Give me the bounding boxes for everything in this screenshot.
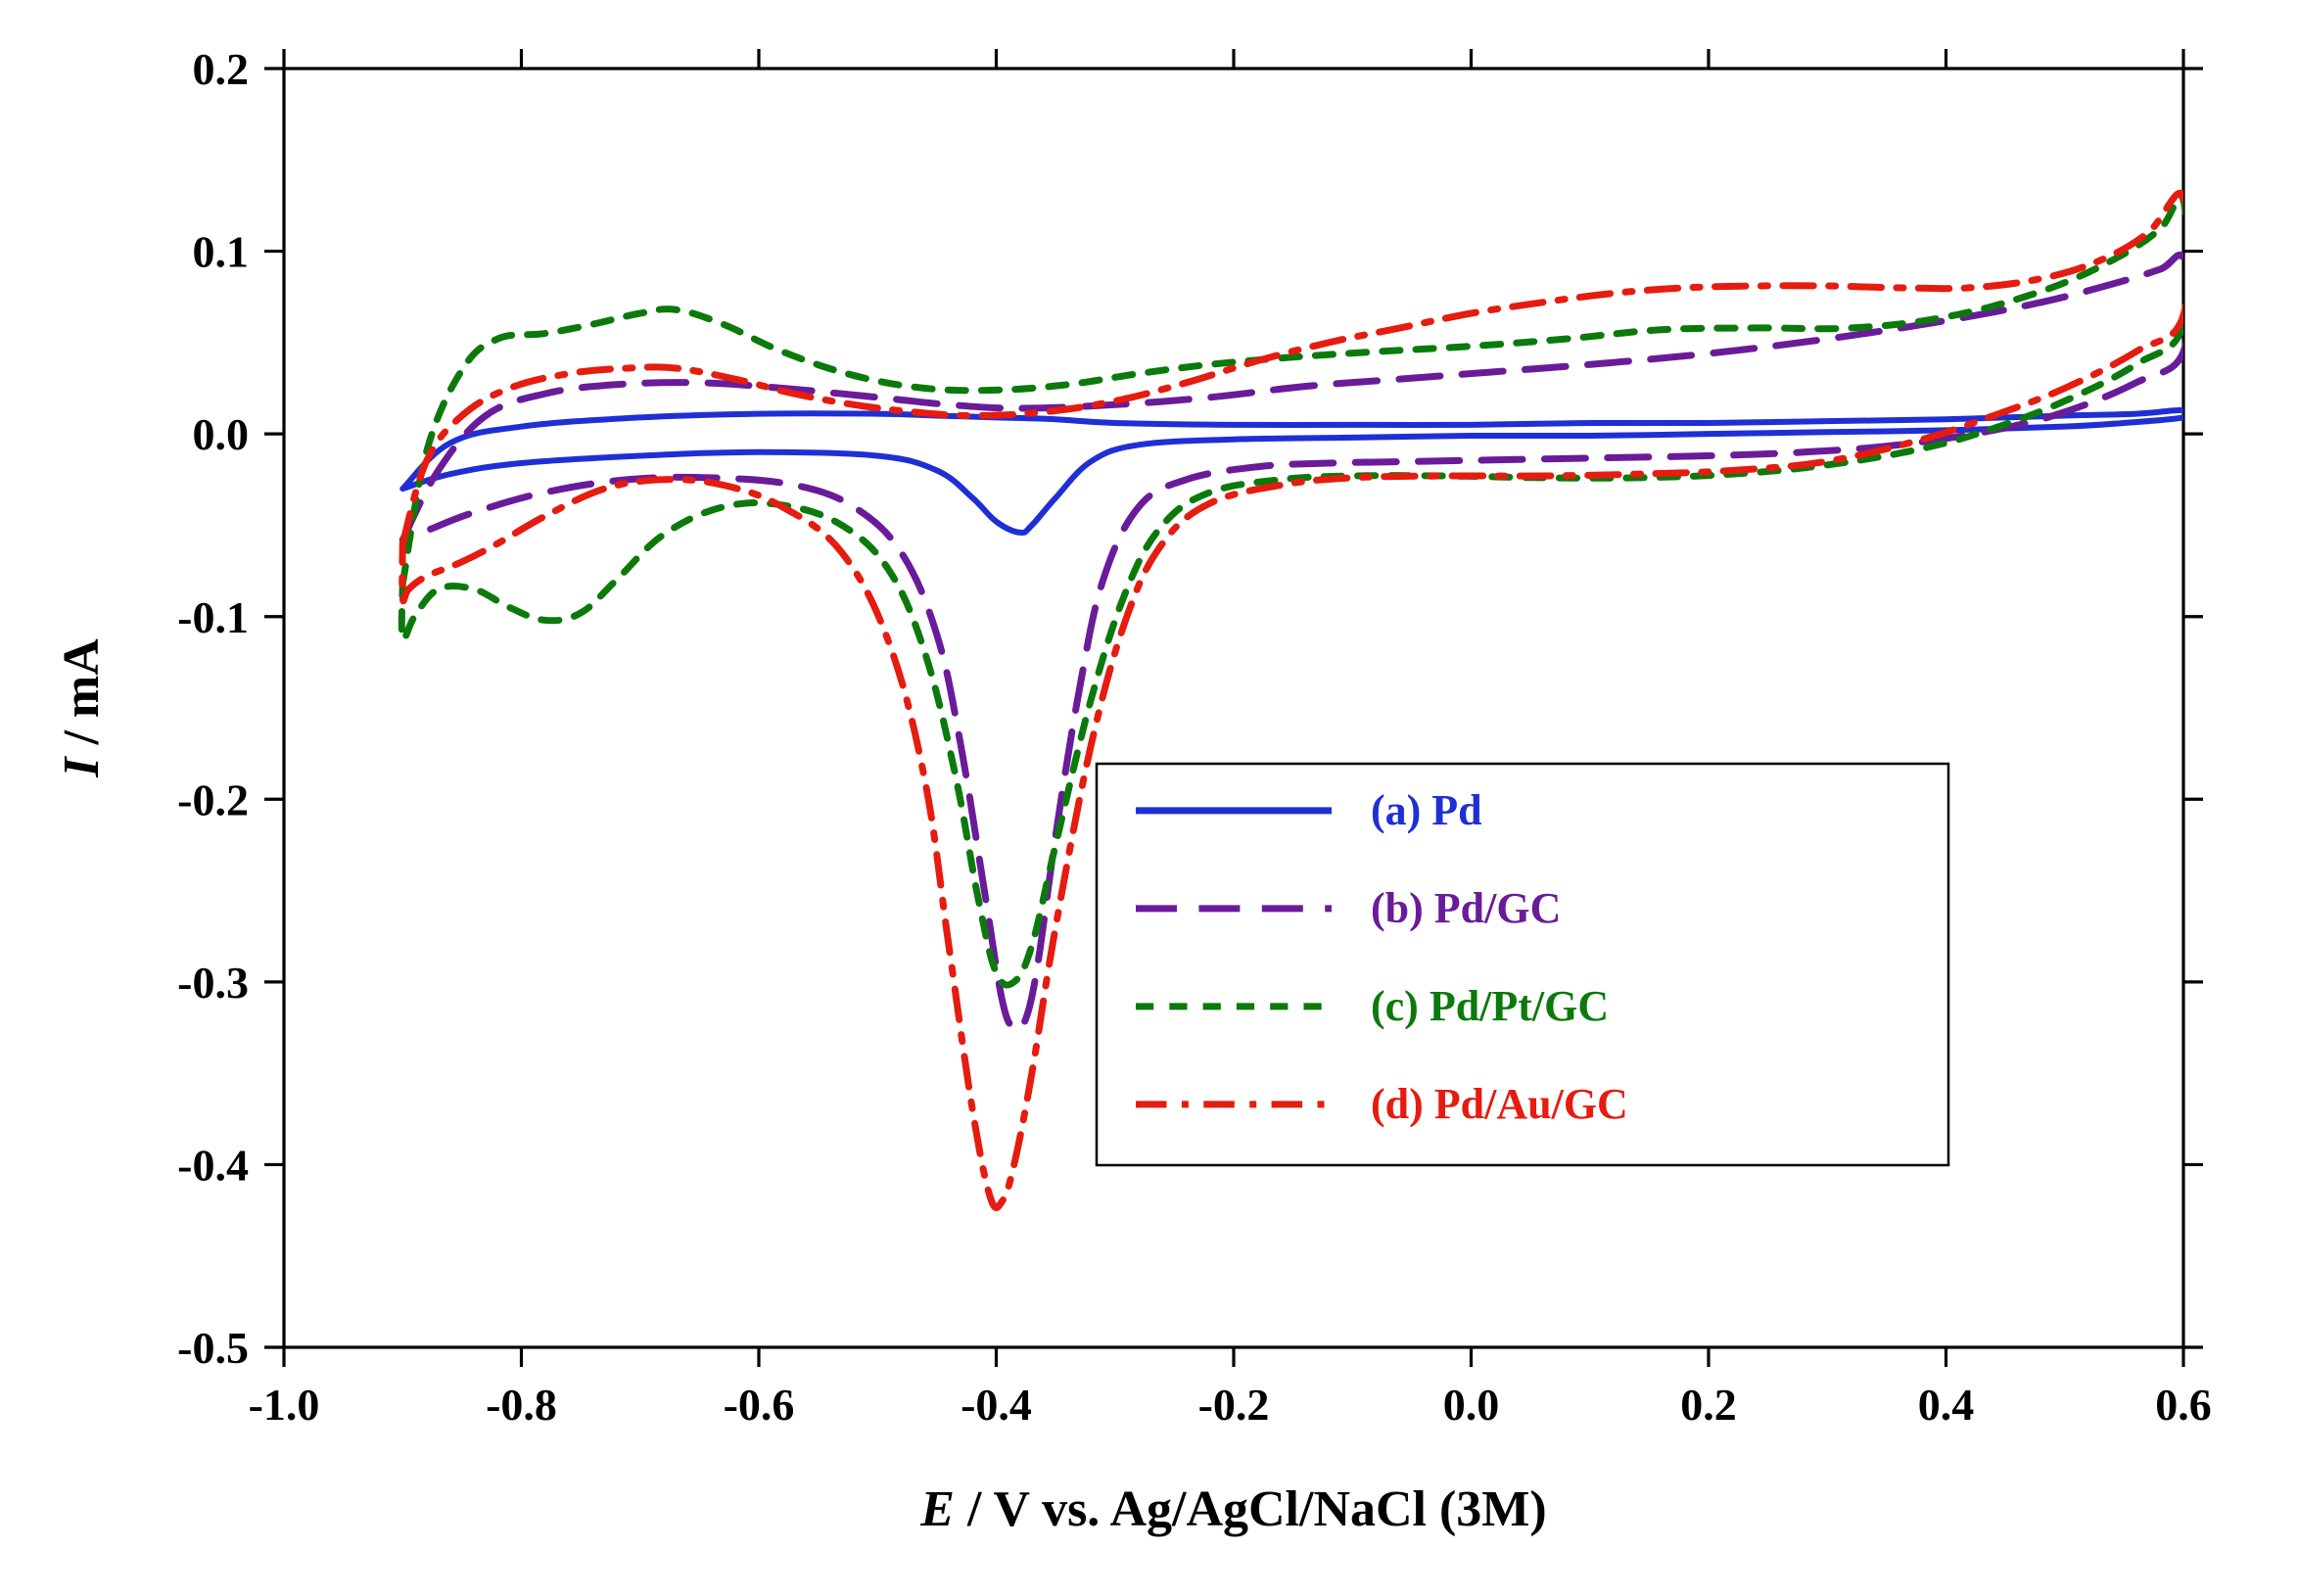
legend-label-2: (c) Pd/Pt/GC bbox=[1371, 982, 1609, 1030]
y-tick-label: 0.2 bbox=[193, 44, 250, 94]
x-tick-label: -0.2 bbox=[1198, 1380, 1270, 1430]
y-tick-label: 0.0 bbox=[193, 409, 250, 459]
y-tick-label: -0.4 bbox=[177, 1141, 249, 1191]
y-tick-label: -0.1 bbox=[177, 592, 249, 642]
x-tick-label: -0.4 bbox=[961, 1380, 1032, 1430]
x-axis-label: E / V vs. Ag/AgCl/NaCl (3M) bbox=[919, 1481, 1546, 1537]
x-tick-label: 0.0 bbox=[1443, 1380, 1500, 1430]
x-tick-label: 0.4 bbox=[1918, 1380, 1975, 1430]
legend-label-3: (d) Pd/Au/GC bbox=[1371, 1080, 1628, 1128]
x-tick-label: -0.8 bbox=[486, 1380, 557, 1430]
x-tick-label: -1.0 bbox=[249, 1380, 320, 1430]
legend-label-1: (b) Pd/GC bbox=[1371, 884, 1561, 932]
y-tick-label: -0.2 bbox=[177, 775, 249, 824]
legend-label-0: (a) Pd bbox=[1371, 786, 1482, 834]
chart-container: -1.0 -0.8 -0.6 -0.4 -0.2 0.0 0.2 0.4 0.6 -0.5 -0.4… bbox=[0, 0, 2297, 1596]
cv-chart: -1.0 -0.8 -0.6 -0.4 -0.2 0.0 0.2 0.4 0.6 -0.5 -0.4… bbox=[0, 0, 2297, 1596]
y-axis-label: I / mA bbox=[54, 638, 110, 778]
x-tick-label: -0.6 bbox=[724, 1380, 795, 1430]
y-tick-label: -0.3 bbox=[177, 958, 249, 1008]
x-tick-label: 0.2 bbox=[1680, 1380, 1737, 1430]
x-tick-label: 0.6 bbox=[2155, 1380, 2212, 1430]
y-tick-label: -0.5 bbox=[177, 1323, 249, 1373]
y-tick-label: 0.1 bbox=[193, 227, 250, 277]
legend: (a) Pd (b) Pd/GC (c) Pd/Pt/GC (d) Pd/Au/GC bbox=[1097, 764, 1948, 1165]
